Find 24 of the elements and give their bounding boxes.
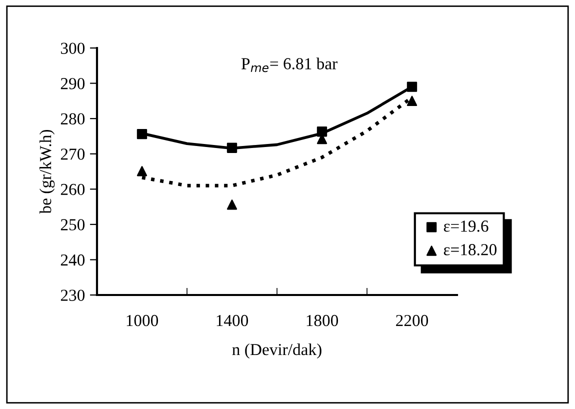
point (136, 129, 148, 140)
point (316, 126, 328, 137)
y-tick-label: 230 (60, 290, 85, 301)
legend-label: ε=18.20 (444, 244, 496, 256)
y-tick-label: 240 (60, 254, 85, 266)
point (226, 142, 238, 153)
x-tick-label: 2200 (396, 314, 428, 326)
x-tick-label: 1000 (126, 314, 158, 326)
point (136, 166, 148, 176)
y-tick-label: 260 (60, 184, 85, 196)
y-tick-label: 280 (60, 113, 85, 125)
y-tick-label: 300 (60, 42, 85, 54)
point (226, 200, 238, 210)
x-tick-label: 1400 (216, 314, 248, 326)
y-tick-label: 270 (60, 148, 85, 160)
y-tick-label: 250 (60, 219, 85, 230)
legend-label: ε=19.6 (444, 220, 488, 232)
point (406, 96, 418, 106)
x-axis-title: n (Devir/dak) (232, 343, 322, 359)
x-tick-label: 1800 (306, 314, 338, 326)
y-axis-title: be (gr/kW.h) (39, 130, 55, 214)
y-tick-label: 290 (60, 78, 85, 90)
annotation: P$_{me}$= 6.81 bar (241, 58, 338, 72)
point (406, 82, 418, 92)
